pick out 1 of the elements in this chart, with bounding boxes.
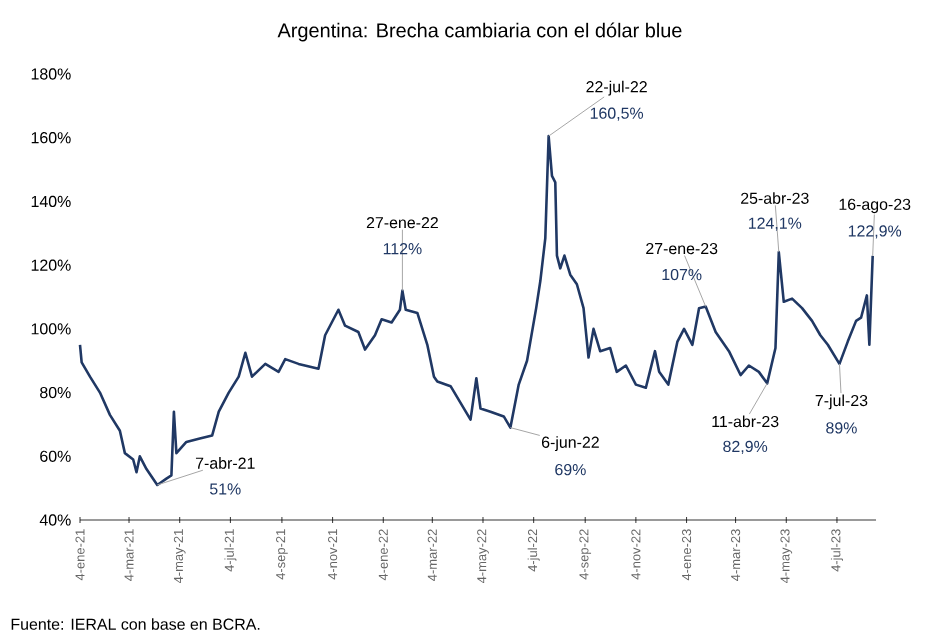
chart-title: Argentina: Brecha cambiaria con el dólar blue: [277, 22, 682, 42]
